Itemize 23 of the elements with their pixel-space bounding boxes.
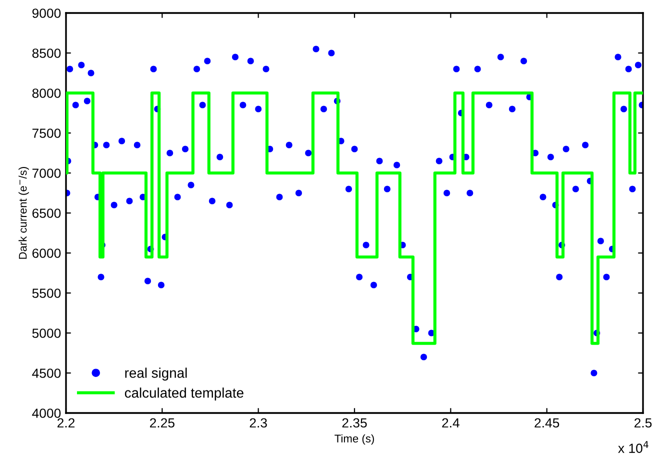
- y-tick-label: 5000: [32, 328, 61, 338]
- y-tick-label: 8500: [32, 48, 61, 58]
- x-tick-label: 2.3: [250, 418, 267, 428]
- legend-label: real signal: [125, 368, 187, 381]
- y-axis-title: Dark current (e$^{−}$/s): [18, 167, 29, 259]
- x-tick-label: 2.35: [342, 418, 367, 428]
- x-tick-label: 2.45: [534, 418, 560, 428]
- x-tick-label: 2.2: [57, 418, 75, 428]
- x-tick-label: 2.5: [634, 418, 652, 428]
- y-tick-label: 8000: [32, 88, 61, 98]
- y-tick-label: 6500: [32, 208, 61, 218]
- y-tick-label: 7000: [32, 168, 61, 178]
- y-tick-label: 7500: [32, 128, 61, 138]
- x-tick-label: 2.4: [442, 418, 460, 428]
- y-tick-label: 5500: [32, 288, 61, 298]
- y-tick-label: 6000: [32, 248, 61, 258]
- y-tick-label: 9000: [32, 8, 61, 18]
- x-tick-label: 2.25: [150, 418, 174, 428]
- legend-label: calculated template: [124, 388, 244, 400]
- y-tick-label: 4500: [32, 368, 61, 378]
- y-tick-label: 4000: [32, 408, 61, 418]
- x-axis-title: Time (s): [334, 434, 374, 445]
- text: x 10$^{4}$: [618, 441, 648, 453]
